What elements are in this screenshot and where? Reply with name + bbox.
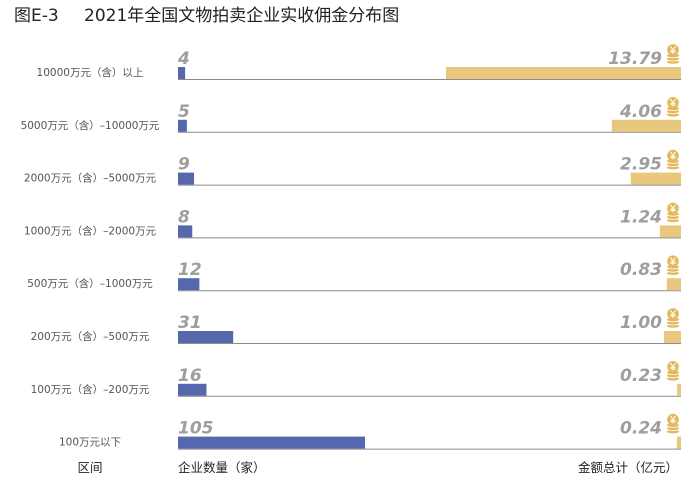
category-label: 1000万元（含）–2000万元 <box>24 224 157 237</box>
amount-bar <box>666 278 681 291</box>
yen-coin-stack-icon <box>666 255 680 276</box>
count-bar <box>178 436 365 449</box>
yen-symbol <box>670 310 676 318</box>
amount-value-label: 0.83 <box>620 260 662 280</box>
yen-coin-stack-icon <box>666 361 680 382</box>
category-label: 2000万元（含）–5000万元 <box>24 172 157 185</box>
figure-label: 图E-3 <box>14 6 59 26</box>
yen-symbol <box>670 204 676 213</box>
amount-bar <box>663 331 681 343</box>
count-value-label: 31 <box>178 313 202 333</box>
category-label: 100万元（含）–200万元 <box>31 383 150 396</box>
yen-symbol <box>670 151 676 160</box>
category-axis-title: 区间 <box>77 460 102 475</box>
yen-coin-stack-icon <box>666 149 680 171</box>
chart-rows: 10000万元（含）以上 4 13.79 5000万元（含）–10000万元 5 4.06… <box>21 44 681 450</box>
yen-symbol <box>670 98 676 107</box>
amount-axis-title: 金额总计（亿元） <box>578 460 678 475</box>
count-bar <box>178 331 234 343</box>
amount-value-label: 13.79 <box>608 49 662 69</box>
count-value-label: 12 <box>178 260 202 280</box>
amount-bar <box>676 436 681 449</box>
category-label: 10000万元（含）以上 <box>37 66 144 79</box>
amount-bar <box>659 225 681 238</box>
amount-value-label: 1.00 <box>620 313 662 333</box>
count-bar <box>178 383 207 396</box>
amount-bar <box>611 119 681 132</box>
chart-title: 2021年全国文物拍卖企业实收佣金分布图 <box>84 6 399 26</box>
count-value-label: 5 <box>178 102 190 122</box>
yen-coin-stack-icon <box>666 413 680 435</box>
yen-symbol <box>670 362 676 371</box>
yen-coin-stack-icon <box>666 97 680 118</box>
category-label: 5000万元（含）–10000万元 <box>21 119 160 132</box>
yen-coin-stack-icon <box>666 44 680 65</box>
count-value-label: 8 <box>178 207 190 227</box>
amount-value-label: 2.95 <box>620 155 662 175</box>
count-bar <box>178 119 187 132</box>
category-label: 200万元（含）–500万元 <box>31 330 150 343</box>
yen-symbol <box>670 415 676 424</box>
count-bar <box>178 278 200 291</box>
yen-symbol <box>670 46 676 54</box>
category-label: 500万元（含）–1000万元 <box>27 277 153 290</box>
amount-value-label: 0.24 <box>620 419 662 439</box>
yen-coin-stack-icon <box>666 308 680 329</box>
amount-value-label: 0.23 <box>620 366 662 386</box>
amount-bar <box>630 172 681 185</box>
count-value-label: 4 <box>177 49 190 69</box>
amount-value-label: 4.06 <box>619 102 662 122</box>
category-label: 100万元以下 <box>59 437 121 449</box>
amount-bar <box>446 67 681 79</box>
amount-bar <box>677 383 681 396</box>
count-value-label: 105 <box>178 419 214 439</box>
amount-value-label: 1.24 <box>620 207 662 227</box>
count-bar <box>178 67 186 79</box>
count-axis-title: 企业数量（家） <box>178 460 266 475</box>
count-value-label: 16 <box>178 366 202 386</box>
count-value-label: 9 <box>178 155 190 175</box>
yen-symbol <box>670 257 676 266</box>
yen-coin-stack-icon <box>666 202 680 223</box>
count-bar <box>178 225 193 238</box>
count-bar <box>178 172 195 185</box>
